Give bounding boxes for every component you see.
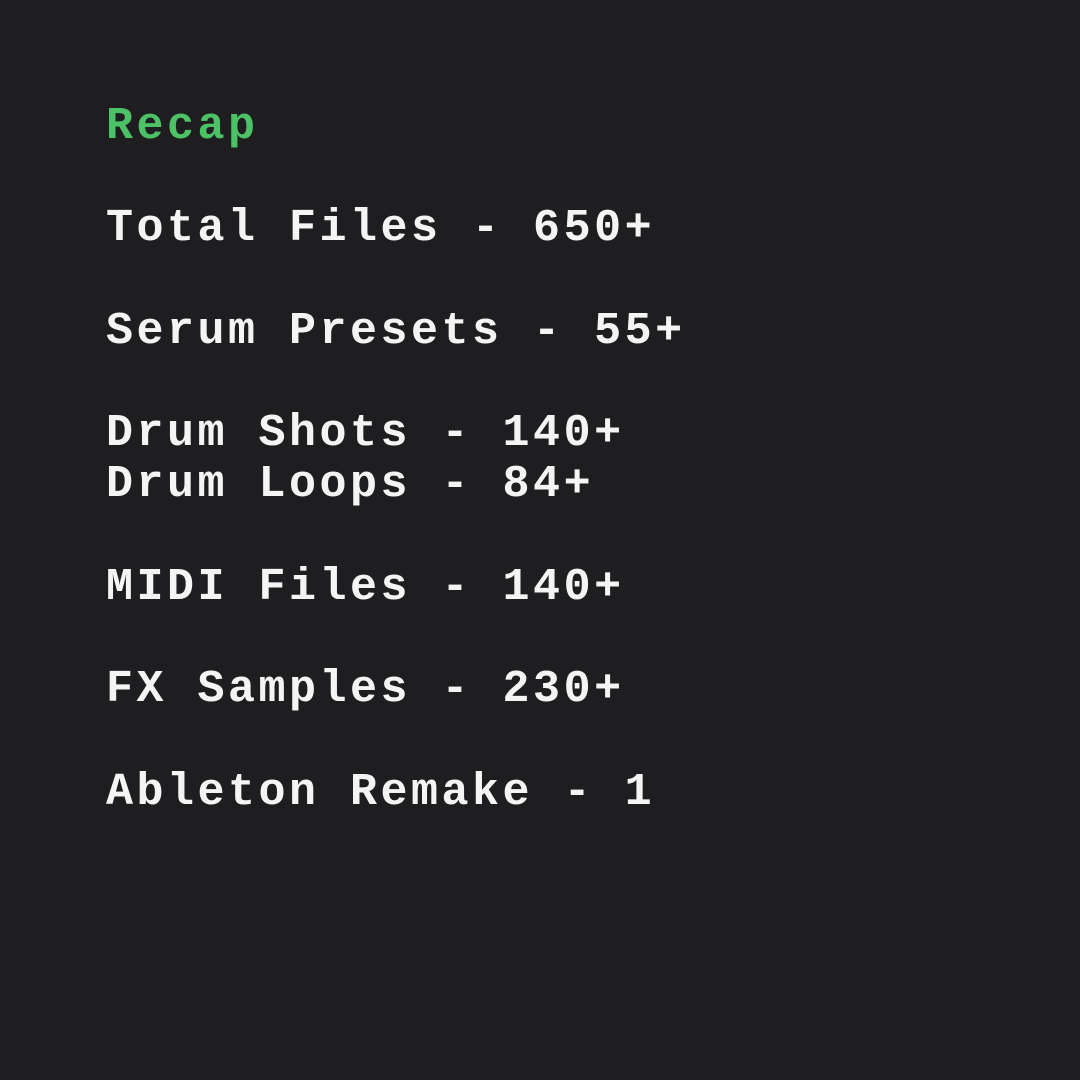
item-midi-files: MIDI Files - 140+: [106, 561, 625, 613]
item-serum-presets: Serum Presets - 55+: [106, 305, 686, 357]
spacer: [106, 715, 686, 766]
item-ableton-remake: Ableton Remake - 1: [106, 766, 656, 818]
item-drum-shots: Drum Shots - 140+: [106, 408, 625, 460]
item-drum-loops: Drum Loops - 84+: [106, 459, 595, 511]
recap-title: Recap: [106, 101, 259, 152]
spacer: [106, 613, 686, 664]
spacer: [106, 255, 686, 306]
spacer: [106, 357, 686, 408]
recap-list: Recap Total Files - 650+ Serum Presets -…: [106, 101, 686, 818]
item-fx-samples: FX Samples - 230+: [106, 664, 625, 716]
spacer: [106, 152, 686, 203]
spacer: [106, 511, 686, 562]
item-total-files: Total Files - 650+: [106, 203, 656, 255]
